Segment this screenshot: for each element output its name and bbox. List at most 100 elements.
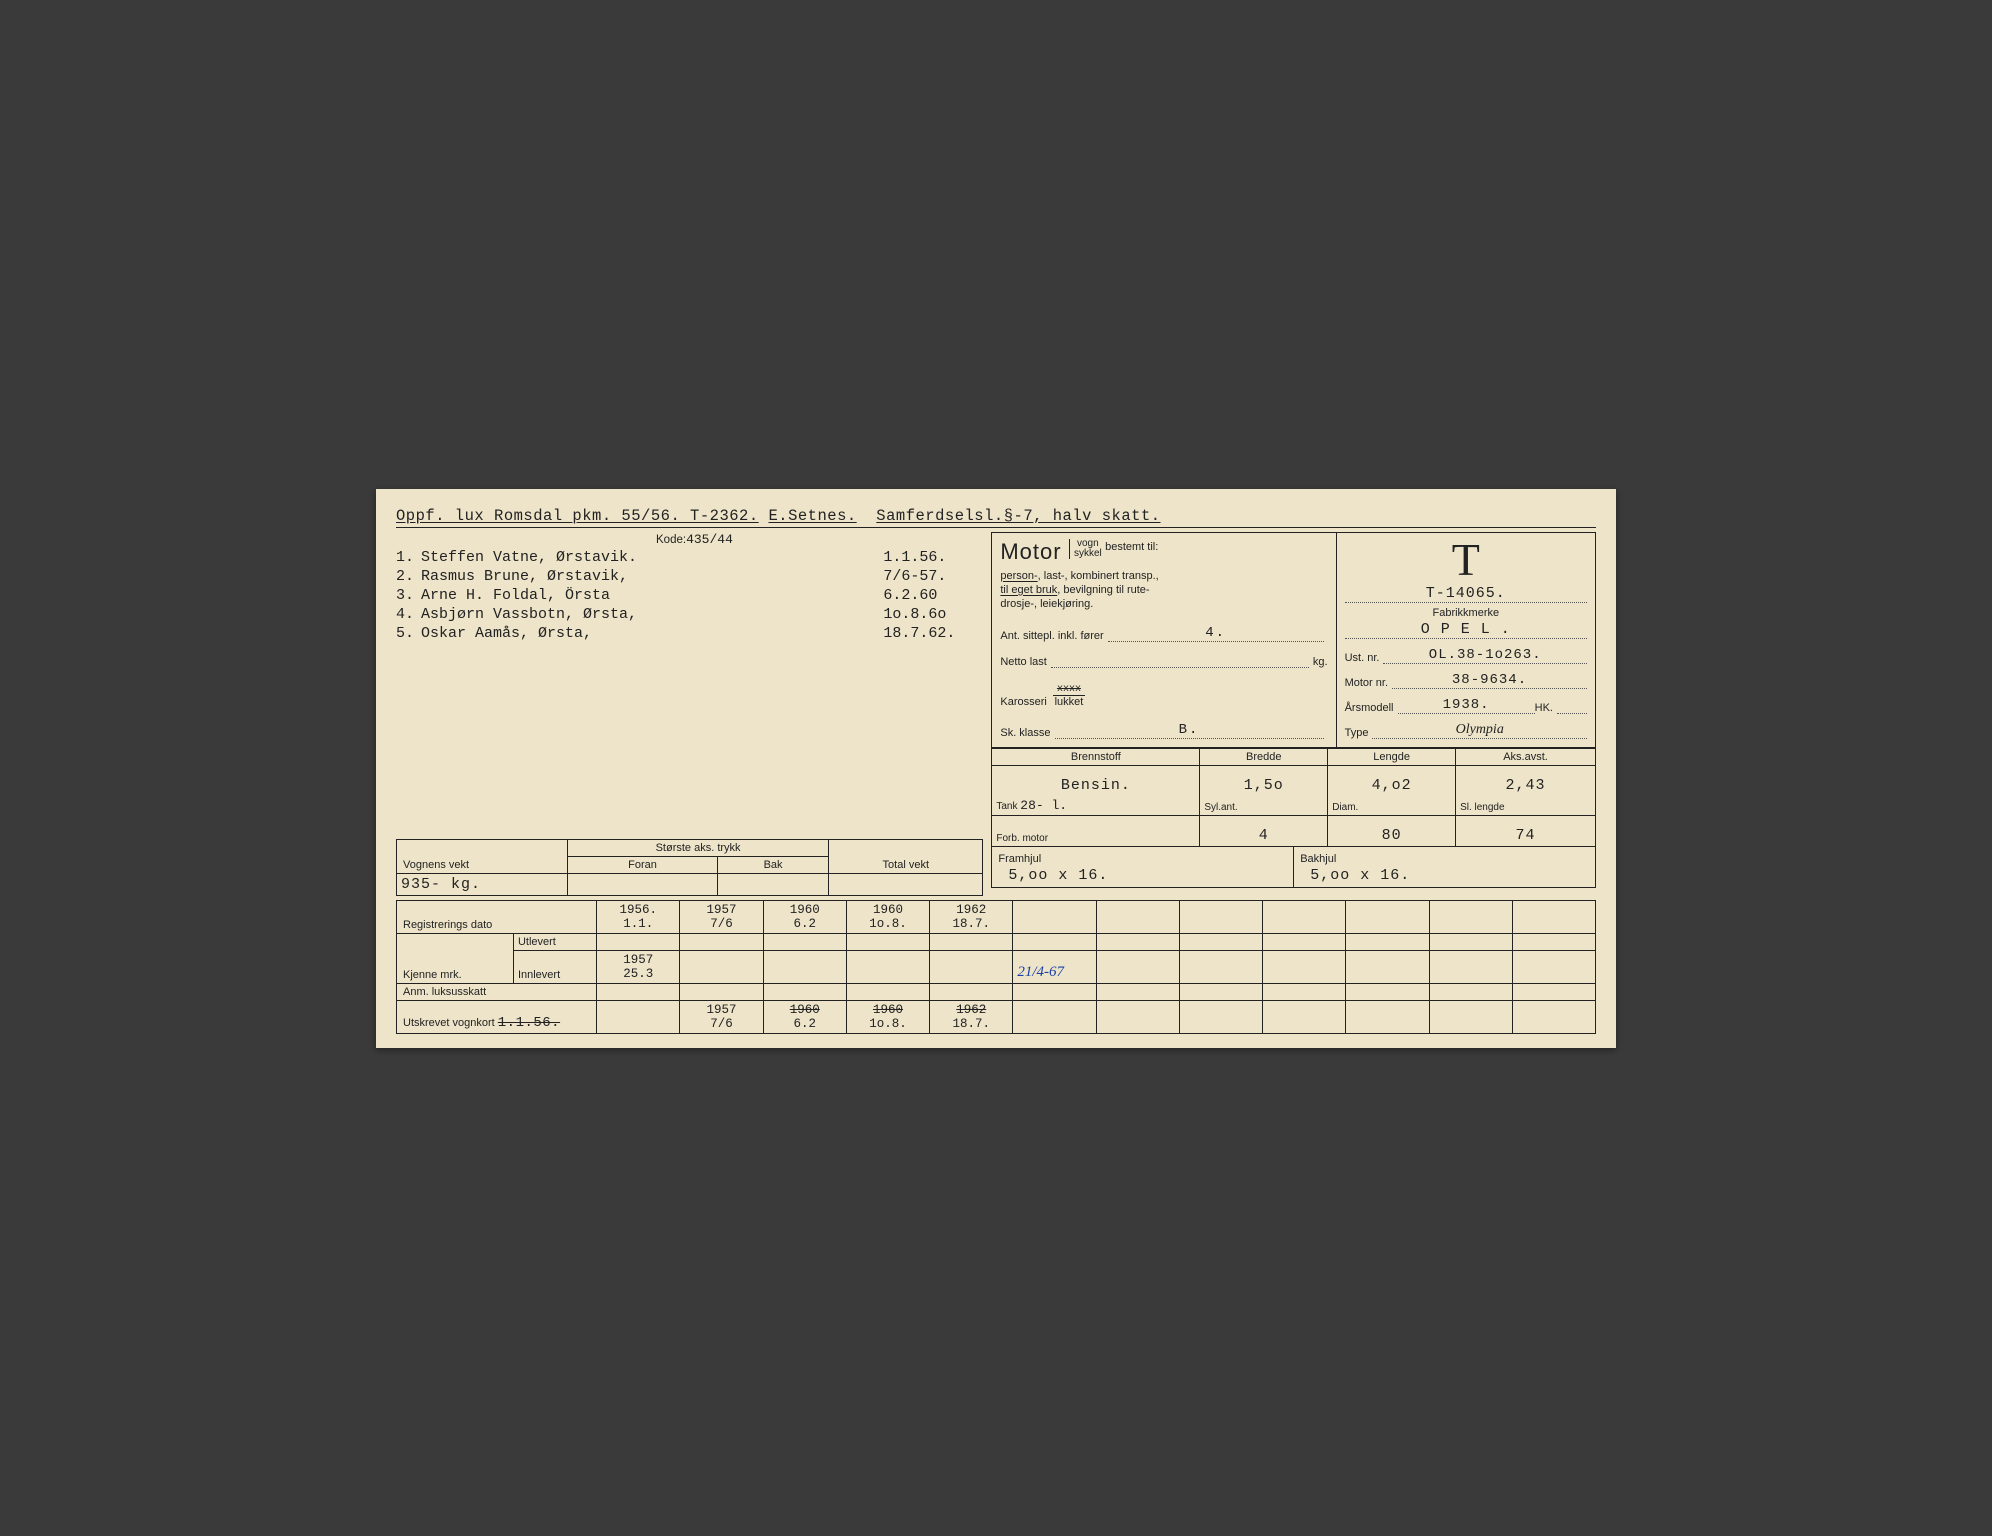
skklasse-field: Sk. klasse B.	[1000, 722, 1327, 739]
h-bredde: Bredde	[1200, 748, 1328, 765]
forb-label: Forb. motor	[992, 815, 1200, 846]
vognkort-label: Utskrevet vognkort 1.1.56.	[397, 1000, 597, 1033]
type-label: Type	[1345, 727, 1369, 739]
kode-value: 435/44	[686, 532, 733, 547]
v-lengde: 4,o2	[1328, 765, 1456, 796]
owner-num: 4.	[396, 606, 415, 623]
kode-line: Kode:435/44	[656, 532, 983, 547]
diam-value: 80	[1328, 815, 1456, 846]
right-column: Motor vogn sykkel bestemt til: person-, …	[991, 532, 1596, 896]
totvekt-value	[829, 873, 983, 895]
owner-num: 2.	[396, 568, 415, 585]
right-top-boxes: Motor vogn sykkel bestemt til: person-, …	[991, 532, 1596, 748]
framhjul-cell: Framhjul 5,oo x 16.	[992, 847, 1294, 887]
vk-1b: 6.2	[768, 1017, 842, 1031]
reg-7	[1179, 900, 1262, 933]
reg-number: T-14065.	[1345, 585, 1587, 603]
motornr-line: Motor nr. 38-9634.	[1345, 672, 1587, 689]
bak-value	[718, 873, 829, 895]
purposes-block: person-, last-, kombinert transp., til e…	[1000, 569, 1327, 611]
sl-value: 74	[1456, 815, 1596, 846]
hk-value	[1557, 713, 1587, 714]
motor-title: Motor vogn sykkel bestemt til:	[1000, 539, 1327, 565]
reg-2b: 6.2	[768, 917, 842, 931]
owner-date: 1o.8.6o	[883, 606, 983, 623]
owner-row: 1.Steffen Vatne, Ørstavik.1.1.56.	[396, 549, 983, 566]
bakhjul-cell: Bakhjul 5,oo x 16.	[1294, 847, 1595, 887]
fabrikk-value: O P E L .	[1345, 621, 1587, 639]
motor-word: Motor	[1000, 539, 1061, 565]
big-T: T	[1345, 537, 1587, 583]
innlevert-row: Innlevert 195725.3 21/4-67	[397, 950, 1596, 983]
ust-value: OL.38-1o263.	[1383, 647, 1587, 664]
h-aksavst: Aks.avst.	[1456, 748, 1596, 765]
owner-row: 3.Arne H. Foldal, Örsta6.2.60	[396, 587, 983, 604]
motor-box: Motor vogn sykkel bestemt til: person-, …	[992, 533, 1336, 747]
ustnr-line: Ust. nr. OL.38-1o263.	[1345, 647, 1587, 664]
v-brennstoff: Bensin.	[992, 765, 1200, 796]
aarsmodell-line: Årsmodell 1938. HK.	[1345, 697, 1587, 714]
reg-0a: 1956.	[601, 903, 675, 917]
vekt-label: Vognens vekt	[397, 839, 568, 873]
totvekt-label: Total vekt	[829, 839, 983, 873]
utlevert-label: Utlevert	[513, 933, 596, 950]
aar-label: Årsmodell	[1345, 702, 1394, 714]
ust-label: Ust. nr.	[1345, 652, 1380, 664]
vogn-sykkel: vogn sykkel	[1069, 539, 1102, 559]
aar-value: 1938.	[1398, 697, 1535, 714]
framhjul-label: Framhjul	[998, 853, 1041, 865]
owner-name: Rasmus Brune, Ørstavik,	[421, 568, 877, 585]
sykkel-label: sykkel	[1074, 548, 1102, 559]
tank-cell: Tank 28- l.	[992, 796, 1200, 816]
owner-row: 5.Oskar Aamås, Ørsta,18.7.62.	[396, 625, 983, 642]
kaross-top: xxxx	[1053, 684, 1085, 696]
registration-card: Oppf. lux Romsdal pkm. 55/56. T-2362. E.…	[376, 489, 1616, 1048]
reg-9	[1346, 900, 1429, 933]
reg-2a: 1960	[768, 903, 842, 917]
type-value: Olympia	[1372, 722, 1587, 739]
owner-date: 1.1.56.	[883, 549, 983, 566]
type-line: Type Olympia	[1345, 722, 1587, 739]
framhjul-value: 5,oo x 16.	[1008, 867, 1108, 884]
utlevert-row: Kjenne mrk. Utlevert	[397, 933, 1596, 950]
sitte-value: 4.	[1108, 625, 1324, 642]
top-part3: Samferdselsl.§-7, halv skatt.	[876, 507, 1160, 525]
kaross-label: Karosseri	[1000, 696, 1046, 708]
reg-11	[1512, 900, 1595, 933]
innlev-0: 1957	[601, 953, 675, 967]
kaross-fraction: xxxx lukket	[1053, 682, 1085, 708]
reg-10	[1429, 900, 1512, 933]
reg-8	[1263, 900, 1346, 933]
bestemt-label: bestemt til:	[1105, 541, 1158, 553]
anm-label: Anm. luksusskatt	[397, 983, 597, 1000]
owner-date: 7/6-57.	[883, 568, 983, 585]
purpose-line3: drosje-, leiekjøring.	[1000, 598, 1093, 610]
reg-0b: 1.1.	[601, 917, 675, 931]
purpose-person: person-	[1000, 570, 1037, 582]
id-box: T T-14065. Fabrikkmerke O P E L . Ust. n…	[1337, 533, 1595, 747]
diam-label: Diam.	[1328, 796, 1456, 816]
reg-3a: 1960	[851, 903, 925, 917]
vognkort-row: Utskrevet vognkort 1.1.56. 19577/6 19606…	[397, 1000, 1596, 1033]
owners-section: 1.Steffen Vatne, Ørstavik.1.1.56. 2. Rasmu…	[396, 549, 983, 839]
purpose-rest2: , bevilgning til rute-	[1057, 584, 1149, 596]
owner-num: 1.	[396, 549, 415, 566]
hk-label: HK.	[1535, 702, 1553, 714]
history-table: Registrerings dato 1956.1.1. 19577/6 196…	[396, 900, 1596, 1034]
fabrikk-label: Fabrikkmerke	[1345, 607, 1587, 619]
vk-3a: 1962	[934, 1003, 1008, 1017]
syl-value: 4	[1200, 815, 1328, 846]
owner-num: 5.	[396, 625, 415, 642]
regdato-row: Registrerings dato 1956.1.1. 19577/6 196…	[397, 900, 1596, 933]
sk-value: B.	[1055, 722, 1324, 739]
weight-table: Vognens vekt Største aks. trykk Total ve…	[396, 839, 983, 896]
owner-name: Arne H. Foldal, Örsta	[421, 587, 877, 604]
innlev-1: 25.3	[601, 967, 675, 981]
bak-label: Bak	[718, 856, 829, 873]
nettolast-field: Netto last kg.	[1000, 656, 1327, 668]
reg-1a: 1957	[684, 903, 758, 917]
netto-label: Netto last	[1000, 656, 1046, 668]
motornr-label: Motor nr.	[1345, 677, 1388, 689]
kaross-bot: lukket	[1055, 696, 1084, 708]
sk-label: Sk. klasse	[1000, 727, 1050, 739]
